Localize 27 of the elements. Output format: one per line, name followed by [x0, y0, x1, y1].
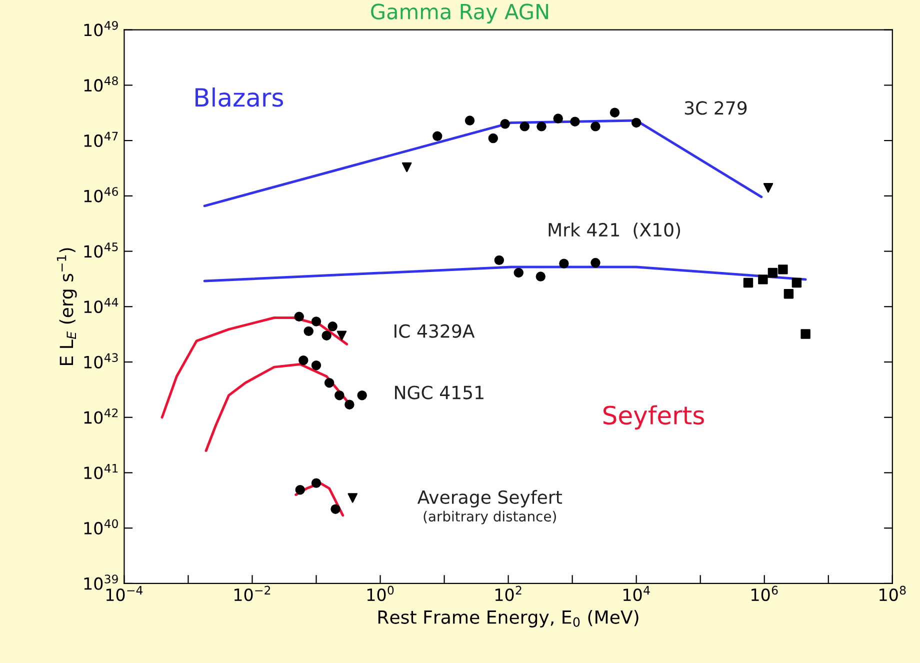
annotation: NGC 4151 — [395, 386, 484, 400]
y-tick-label: 10$^{46}$ — [84, 187, 118, 202]
x-tick-label: 10$^{2}$ — [495, 586, 522, 602]
y-tick-label: 10$^{47}$ — [84, 132, 118, 148]
y-tick-label: 10$^{40}$ — [84, 519, 118, 535]
chart-title: Gamma Ray AGN — [371, 4, 548, 24]
annotation: Mrk 421 (X10) — [548, 222, 680, 239]
x-tick-label: 10$^{0}$ — [367, 586, 394, 602]
x-tick-label: 10$^{8}$ — [880, 586, 906, 602]
y-tick-label: 10$^{41}$ — [84, 464, 118, 480]
annotation: IC 4329A — [394, 324, 475, 338]
annotation: Seyferts — [603, 405, 704, 430]
x-tick-label: 10$^{4}$ — [623, 586, 650, 602]
annotation: 3C 279 — [684, 101, 747, 115]
annotation: Average Seyfert — [417, 490, 562, 508]
y-tick-label: 10$^{44}$ — [84, 298, 118, 314]
y-tick-label: 10$^{48}$ — [84, 76, 118, 92]
y-axis-title: E L$_{E}$ (erg s$^{−1}$) — [56, 248, 77, 365]
x-tick-label: 10$^{6}$ — [752, 586, 778, 602]
y-tick-label: 10$^{49}$ — [84, 21, 118, 36]
y-tick-label: 10$^{42}$ — [84, 408, 118, 424]
x-axis-title: Rest Frame Energy, E$_{0}$ (MeV) — [378, 610, 638, 628]
annotation: Blazars — [196, 87, 284, 107]
y-tick-label: 10$^{43}$ — [84, 353, 118, 368]
y-tick-label: 10$^{45}$ — [84, 242, 118, 258]
x-tick-label: 10$^{−2}$ — [234, 586, 270, 602]
annotation: (arbitrary distance) — [424, 510, 556, 524]
